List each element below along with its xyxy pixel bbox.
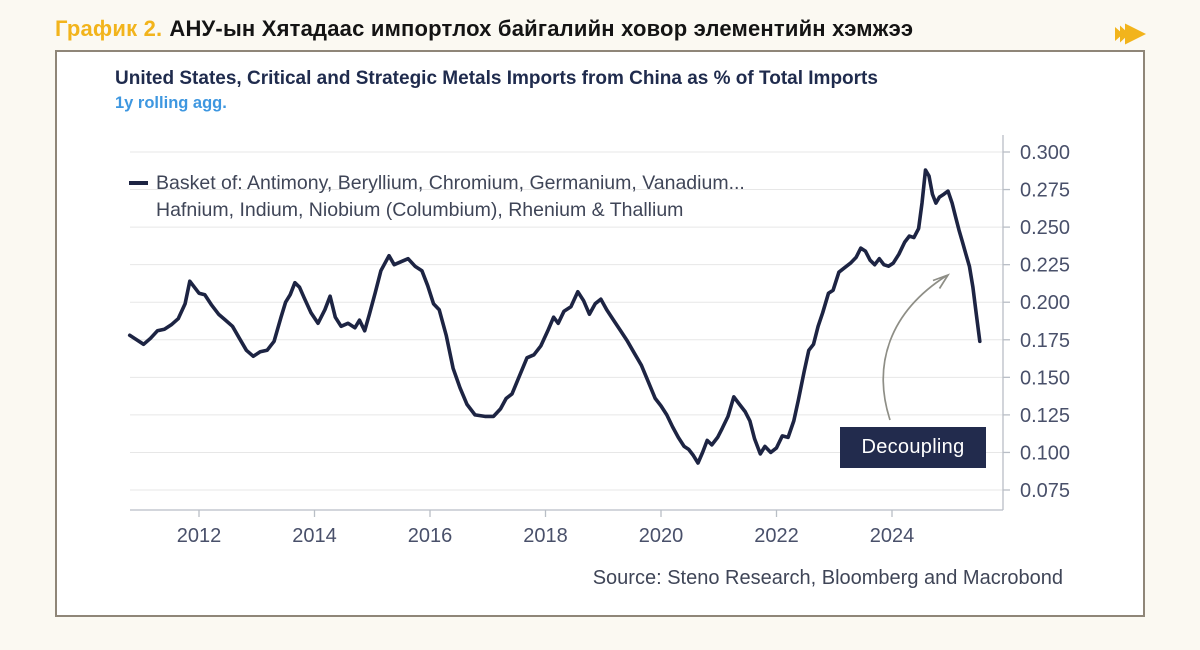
x-tick-label: 2022 bbox=[754, 525, 799, 547]
axis-labels: 0.300 0.275 0.250 0.225 0.200 0.175 0.150 0.125… bbox=[177, 142, 1070, 547]
legend-line-marker bbox=[129, 181, 148, 185]
source-credit: Source: Steno Research, Bloomberg and Ma… bbox=[592, 567, 1063, 589]
y-tick-label: 0.125 bbox=[1020, 405, 1070, 427]
y-tick-label: 0.300 bbox=[1020, 142, 1070, 164]
y-tick-label: 0.150 bbox=[1020, 367, 1070, 389]
axes bbox=[130, 135, 1010, 517]
x-tick-label: 2024 bbox=[870, 525, 915, 547]
x-tick-label: 2016 bbox=[408, 525, 453, 547]
metals-import-share-line bbox=[127, 168, 982, 465]
page-header: График 2. АНУ-ын Хятадаас импортлох байга… bbox=[55, 16, 1105, 42]
y-tick-label: 0.225 bbox=[1020, 255, 1070, 277]
header-title: АНУ-ын Хятадаас импортлох байгалийн хово… bbox=[169, 16, 914, 41]
y-tick-label: 0.275 bbox=[1020, 180, 1070, 202]
x-tick-label: 2020 bbox=[639, 525, 684, 547]
line-chart: 0.300 0.275 0.250 0.225 0.200 0.175 0.150 0.125… bbox=[127, 135, 1070, 547]
decoupling-annotation: Decoupling bbox=[840, 427, 986, 468]
y-tick-label: 0.200 bbox=[1020, 292, 1070, 314]
y-tick-label: 0.075 bbox=[1020, 480, 1070, 502]
chart-title: United States, Critical and Strategic Me… bbox=[115, 68, 878, 89]
x-tick-label: 2018 bbox=[523, 525, 568, 547]
fast-forward-icon[interactable] bbox=[1112, 22, 1148, 46]
x-tick-label: 2014 bbox=[292, 525, 337, 547]
legend-line-2: Hafnium, Indium, Niobium (Columbium), Rh… bbox=[156, 199, 684, 221]
y-tick-label: 0.175 bbox=[1020, 330, 1070, 352]
annotation-arrow bbox=[882, 273, 951, 421]
chart-subtitle: 1y rolling agg. bbox=[115, 94, 227, 112]
y-tick-label: 0.250 bbox=[1020, 217, 1070, 239]
legend-line-1: Basket of: Antimony, Beryllium, Chromium… bbox=[156, 172, 745, 194]
legend-label: Basket of: Antimony, Beryllium, Chromium… bbox=[156, 170, 745, 224]
chart-card: 0.300 0.275 0.250 0.225 0.200 0.175 0.150 0.125… bbox=[55, 50, 1145, 617]
y-tick-label: 0.100 bbox=[1020, 442, 1070, 464]
data-series bbox=[127, 168, 982, 465]
figure-label: График 2. bbox=[55, 16, 163, 41]
x-tick-label: 2012 bbox=[177, 525, 222, 547]
legend: Basket of: Antimony, Beryllium, Chromium… bbox=[129, 170, 745, 224]
